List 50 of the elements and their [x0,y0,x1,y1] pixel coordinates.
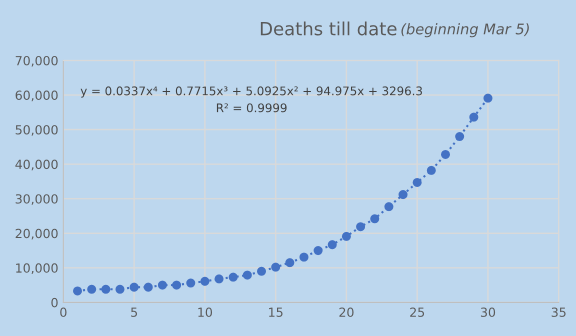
point [172,280,182,290]
y-tick-label: 30,000 [16,194,58,205]
point [200,276,210,286]
point [101,284,110,294]
x-tick-label: 0 [60,307,67,317]
y-tick-label: 40,000 [15,160,58,170]
point [370,214,380,224]
annotation: R² = 0.9999 [216,103,287,112]
point [455,132,464,142]
y-tick-label: 0 [51,298,58,308]
point [328,240,337,250]
point [384,202,394,212]
x-tick-label: 15 [269,308,283,317]
x-tick-label: 5 [131,308,138,317]
x-tick-label: 25 [410,307,424,317]
chart-subtitle: (beginning Mar 5) [401,23,529,38]
point [214,274,224,284]
point [342,232,351,241]
chart-title: Deaths till date [260,22,396,36]
point [256,266,266,276]
point [115,284,124,294]
point [356,222,366,232]
point [228,272,238,282]
point [483,94,492,103]
y-tick-label: 10,000 [16,263,58,274]
point [242,270,252,280]
y-tick-label: 50,000 [16,125,58,136]
point [144,282,153,292]
x-tick-label: 10 [198,307,212,317]
point [158,280,167,290]
y-tick-label: 20,000 [16,228,58,240]
point [87,284,96,294]
x-tick-label: 30 [480,307,496,317]
y-tick-label: 70,000 [16,56,58,67]
point [469,112,478,122]
point [299,252,308,262]
point [440,150,450,159]
point [398,190,408,200]
point [412,178,422,187]
x-tick-label: 20 [339,307,354,317]
y-tick-label: 60,000 [16,90,58,102]
point [426,166,436,175]
point [271,262,280,272]
point [285,258,294,268]
annotation: y = 0.0337x⁴ + 0.7715x³ + 5.0925x² + 94.975x + 3296.3 [80,86,422,98]
point [186,278,196,288]
point [130,282,139,292]
point [314,246,323,256]
x-tick-label: 35 [552,307,566,317]
point [73,286,82,296]
